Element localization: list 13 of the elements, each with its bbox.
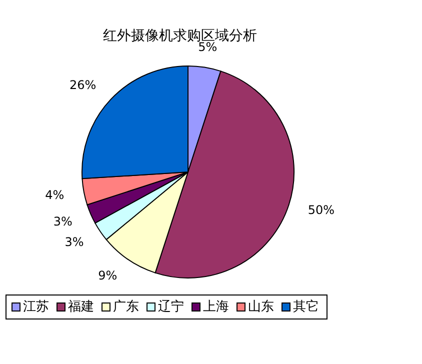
legend-label: 辽宁 bbox=[158, 298, 184, 315]
data-label: 3% bbox=[53, 214, 72, 228]
legend-label: 广东 bbox=[113, 300, 139, 315]
data-label: 4% bbox=[45, 188, 64, 202]
data-label: 9% bbox=[98, 268, 118, 282]
data-label: 50% bbox=[308, 203, 335, 218]
legend-label: 上海 bbox=[203, 300, 229, 315]
legend-label: 其它 bbox=[293, 298, 319, 315]
data-label: 3% bbox=[64, 235, 84, 250]
legend-label: 山东 bbox=[248, 300, 274, 315]
data-label: 26% bbox=[69, 78, 96, 92]
legend-label: 江苏 bbox=[23, 300, 49, 315]
legend-label: 福建 bbox=[68, 300, 94, 315]
